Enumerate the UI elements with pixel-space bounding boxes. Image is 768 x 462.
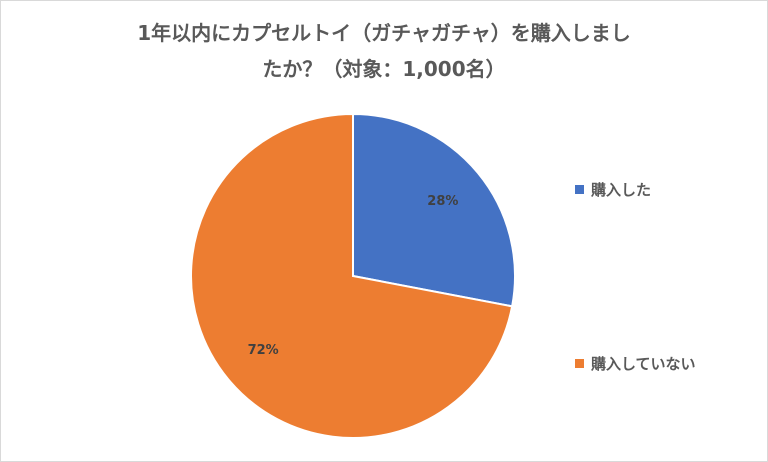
data-label-1: 28% xyxy=(427,194,458,209)
pie-slice-1 xyxy=(352,112,516,308)
legend-swatch xyxy=(575,185,584,194)
legend-item-1: 購入した xyxy=(575,179,651,200)
chart-title-line-2: たか？（対象：1,000名） xyxy=(262,57,506,81)
data-label-2: 72% xyxy=(248,343,279,358)
legend-label: 購入していない xyxy=(591,355,696,373)
legend-swatch xyxy=(575,359,584,368)
legend-label: 購入した xyxy=(591,181,652,199)
chart-title: 1年以内にカプセルトイ（ガチャガチャ）を購入しまし たか？（対象：1,000名） xyxy=(1,15,767,87)
legend-item-2: 購入していない xyxy=(575,353,696,374)
pie-slice-2 xyxy=(190,112,514,439)
chart-title-line-1: 1年以内にカプセルトイ（ガチャガチャ）を購入しまし xyxy=(137,21,631,45)
